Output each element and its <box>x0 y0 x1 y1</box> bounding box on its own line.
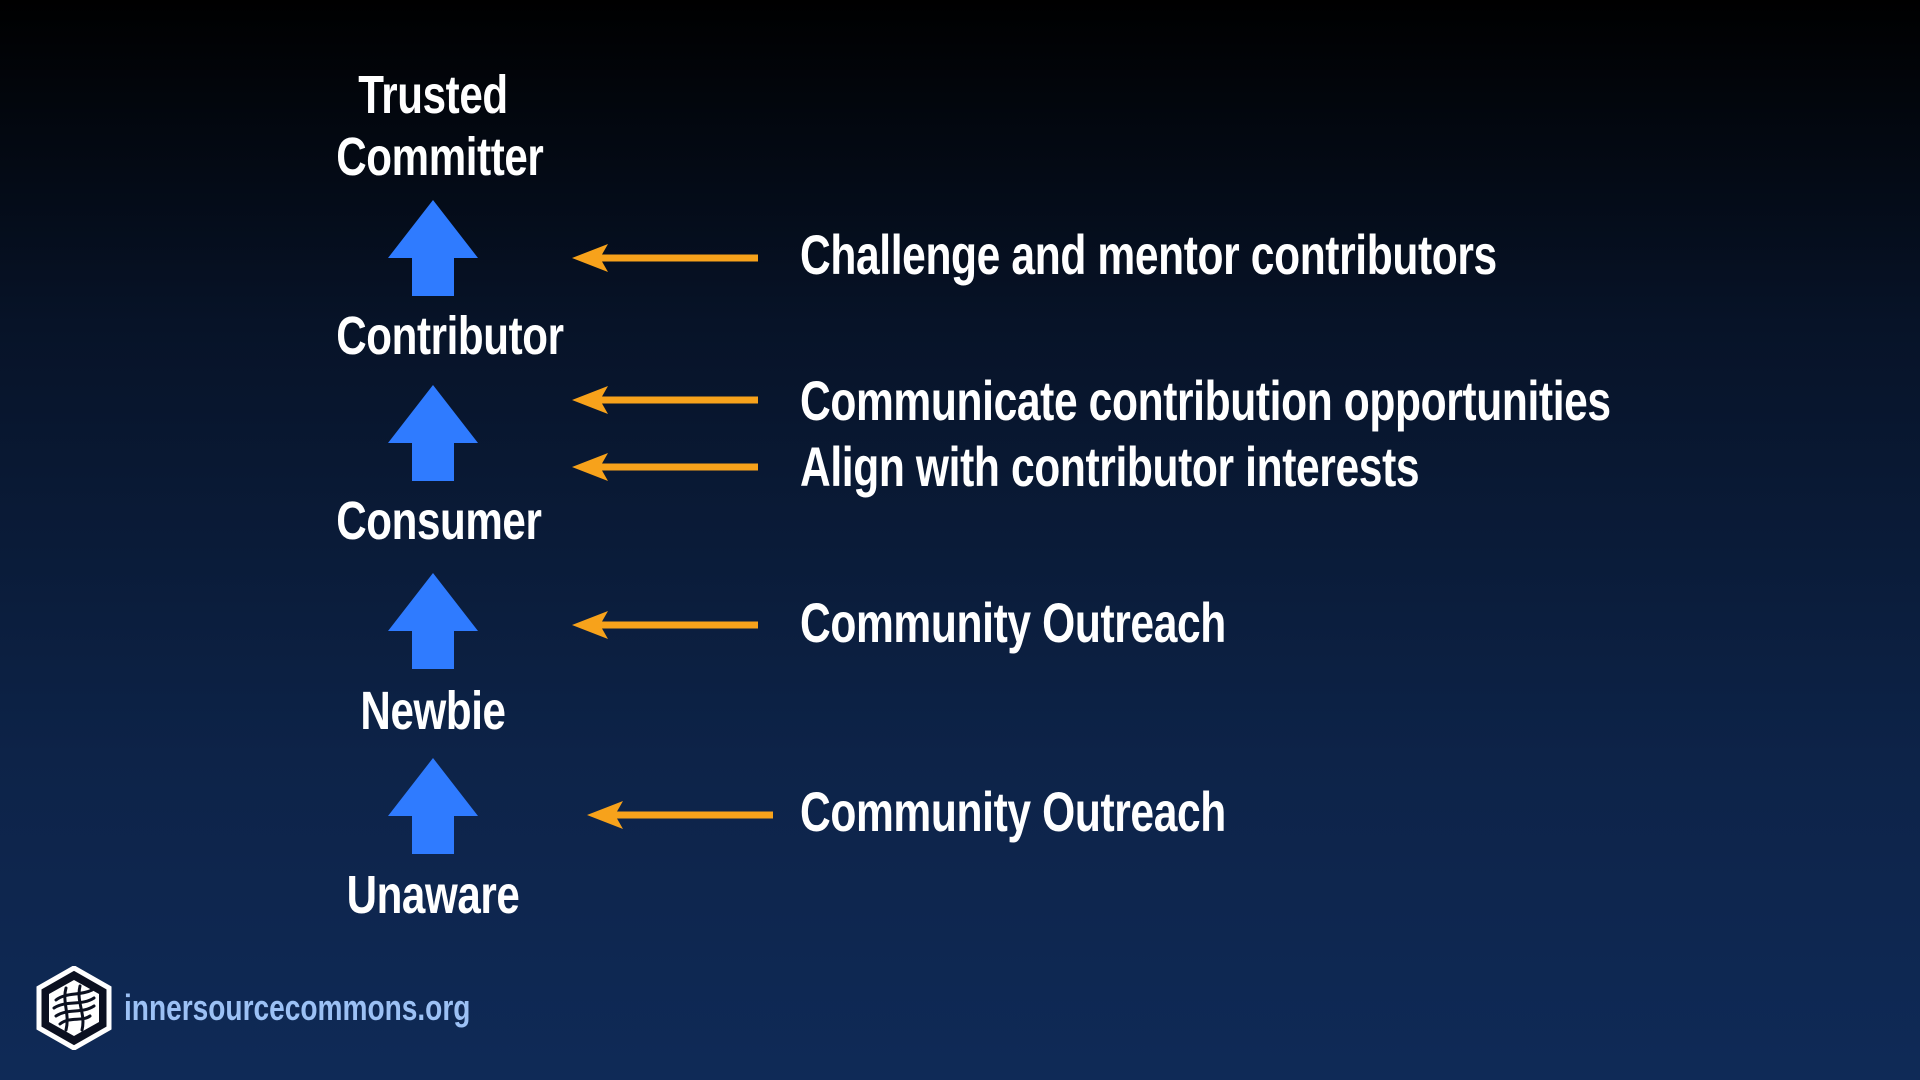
footer: innersourcecommons.org <box>36 966 568 1050</box>
left-arrow-icon <box>572 243 758 273</box>
up-arrow-icon <box>388 385 478 481</box>
level-newbie: Newbie <box>360 681 506 741</box>
innersource-logo-icon <box>36 966 112 1050</box>
left-arrow-icon <box>572 610 758 640</box>
left-arrow-icon <box>572 452 758 482</box>
up-arrow-icon <box>388 573 478 669</box>
level-contributor: Contributor <box>336 306 564 366</box>
action-community-outreach-newbie: Community Outreach <box>800 780 1226 843</box>
level-trusted-committer: Trusted Committer <box>336 64 544 188</box>
action-community-outreach-consumer: Community Outreach <box>800 591 1226 654</box>
action-communicate-opportunities: Communicate contribution opportunities <box>800 369 1611 432</box>
action-align-interests: Align with contributor interests <box>800 435 1420 498</box>
level-trusted-committer-line1: Trusted <box>358 65 508 125</box>
up-arrow-icon <box>388 758 478 854</box>
level-trusted-committer-line2: Committer <box>336 127 544 188</box>
footer-url-link[interactable]: innersourcecommons.org <box>124 987 471 1028</box>
level-consumer: Consumer <box>336 491 542 551</box>
level-unaware: Unaware <box>346 865 520 925</box>
left-arrow-icon <box>587 800 773 830</box>
up-arrow-icon <box>388 200 478 296</box>
left-arrow-icon <box>572 385 758 415</box>
action-challenge-mentor: Challenge and mentor contributors <box>800 223 1497 286</box>
